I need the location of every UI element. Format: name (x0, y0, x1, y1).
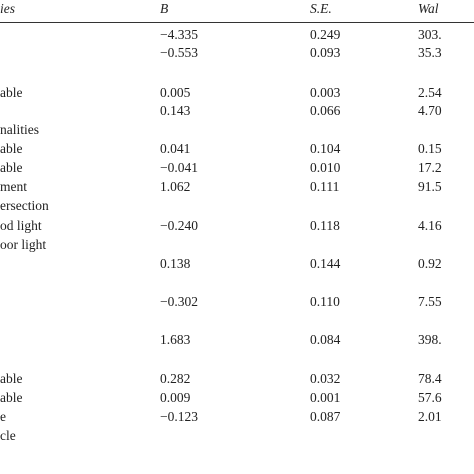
value-cell: 0.066 (310, 103, 341, 118)
value-cell: −0.302 (160, 294, 198, 309)
value-cell: 35.3 (418, 45, 442, 60)
value-cell: 0.118 (310, 218, 340, 233)
value-cell: 57.6 (418, 390, 442, 405)
value-cell: 2.54 (418, 85, 442, 100)
value-cell: 303. (418, 27, 442, 42)
value-cell: 0.144 (310, 256, 341, 271)
value-cell: 7.55 (418, 294, 442, 309)
value-cell: 1.683 (160, 332, 191, 347)
value-cell: 0.093 (310, 45, 341, 60)
row-label: able (0, 390, 23, 405)
value-cell: 2.01 (418, 409, 442, 424)
header-cell: ies (0, 1, 15, 16)
row-label: nalities (0, 122, 39, 137)
header-cell: S.E. (310, 1, 332, 16)
value-cell: 0.032 (310, 371, 341, 386)
value-cell: 0.084 (310, 332, 341, 347)
row-label: ment (0, 179, 27, 194)
value-cell: 78.4 (418, 371, 442, 386)
value-cell: 0.087 (310, 409, 341, 424)
value-cell: −0.041 (160, 160, 198, 175)
row-label: oor light (0, 237, 47, 252)
header-cell: B (160, 1, 169, 16)
header-rule (0, 22, 474, 23)
value-cell: −0.123 (160, 409, 198, 424)
value-cell: 0.010 (310, 160, 341, 175)
value-cell: −0.240 (160, 218, 198, 233)
row-label: able (0, 160, 23, 175)
value-cell: 0.92 (418, 256, 442, 271)
row-label: od light (0, 218, 42, 233)
value-cell: 0.282 (160, 371, 191, 386)
row-label: able (0, 371, 23, 386)
value-cell: −0.553 (160, 45, 198, 60)
value-cell: 0.104 (310, 141, 341, 156)
value-cell: 0.111 (310, 179, 340, 194)
value-cell: 0.15 (418, 141, 442, 156)
value-cell: 0.005 (160, 85, 191, 100)
row-label: ersection (0, 198, 49, 213)
value-cell: 0.138 (160, 256, 191, 271)
row-label: able (0, 141, 23, 156)
value-cell: 0.009 (160, 390, 191, 405)
value-cell: 0.041 (160, 141, 191, 156)
value-cell: −4.335 (160, 27, 198, 42)
value-cell: 0.110 (310, 294, 340, 309)
value-cell: 91.5 (418, 179, 442, 194)
value-cell: 1.062 (160, 179, 191, 194)
value-cell: 398. (418, 332, 442, 347)
value-cell: 0.249 (310, 27, 341, 42)
value-cell: 0.003 (310, 85, 341, 100)
row-label: e (0, 409, 6, 424)
row-label: able (0, 85, 23, 100)
row-label: cle (0, 428, 16, 443)
header-cell: Wal (418, 1, 439, 16)
value-cell: 4.70 (418, 103, 442, 118)
value-cell: 0.143 (160, 103, 191, 118)
value-cell: 4.16 (418, 218, 442, 233)
value-cell: 17.2 (418, 160, 442, 175)
value-cell: 0.001 (310, 390, 341, 405)
